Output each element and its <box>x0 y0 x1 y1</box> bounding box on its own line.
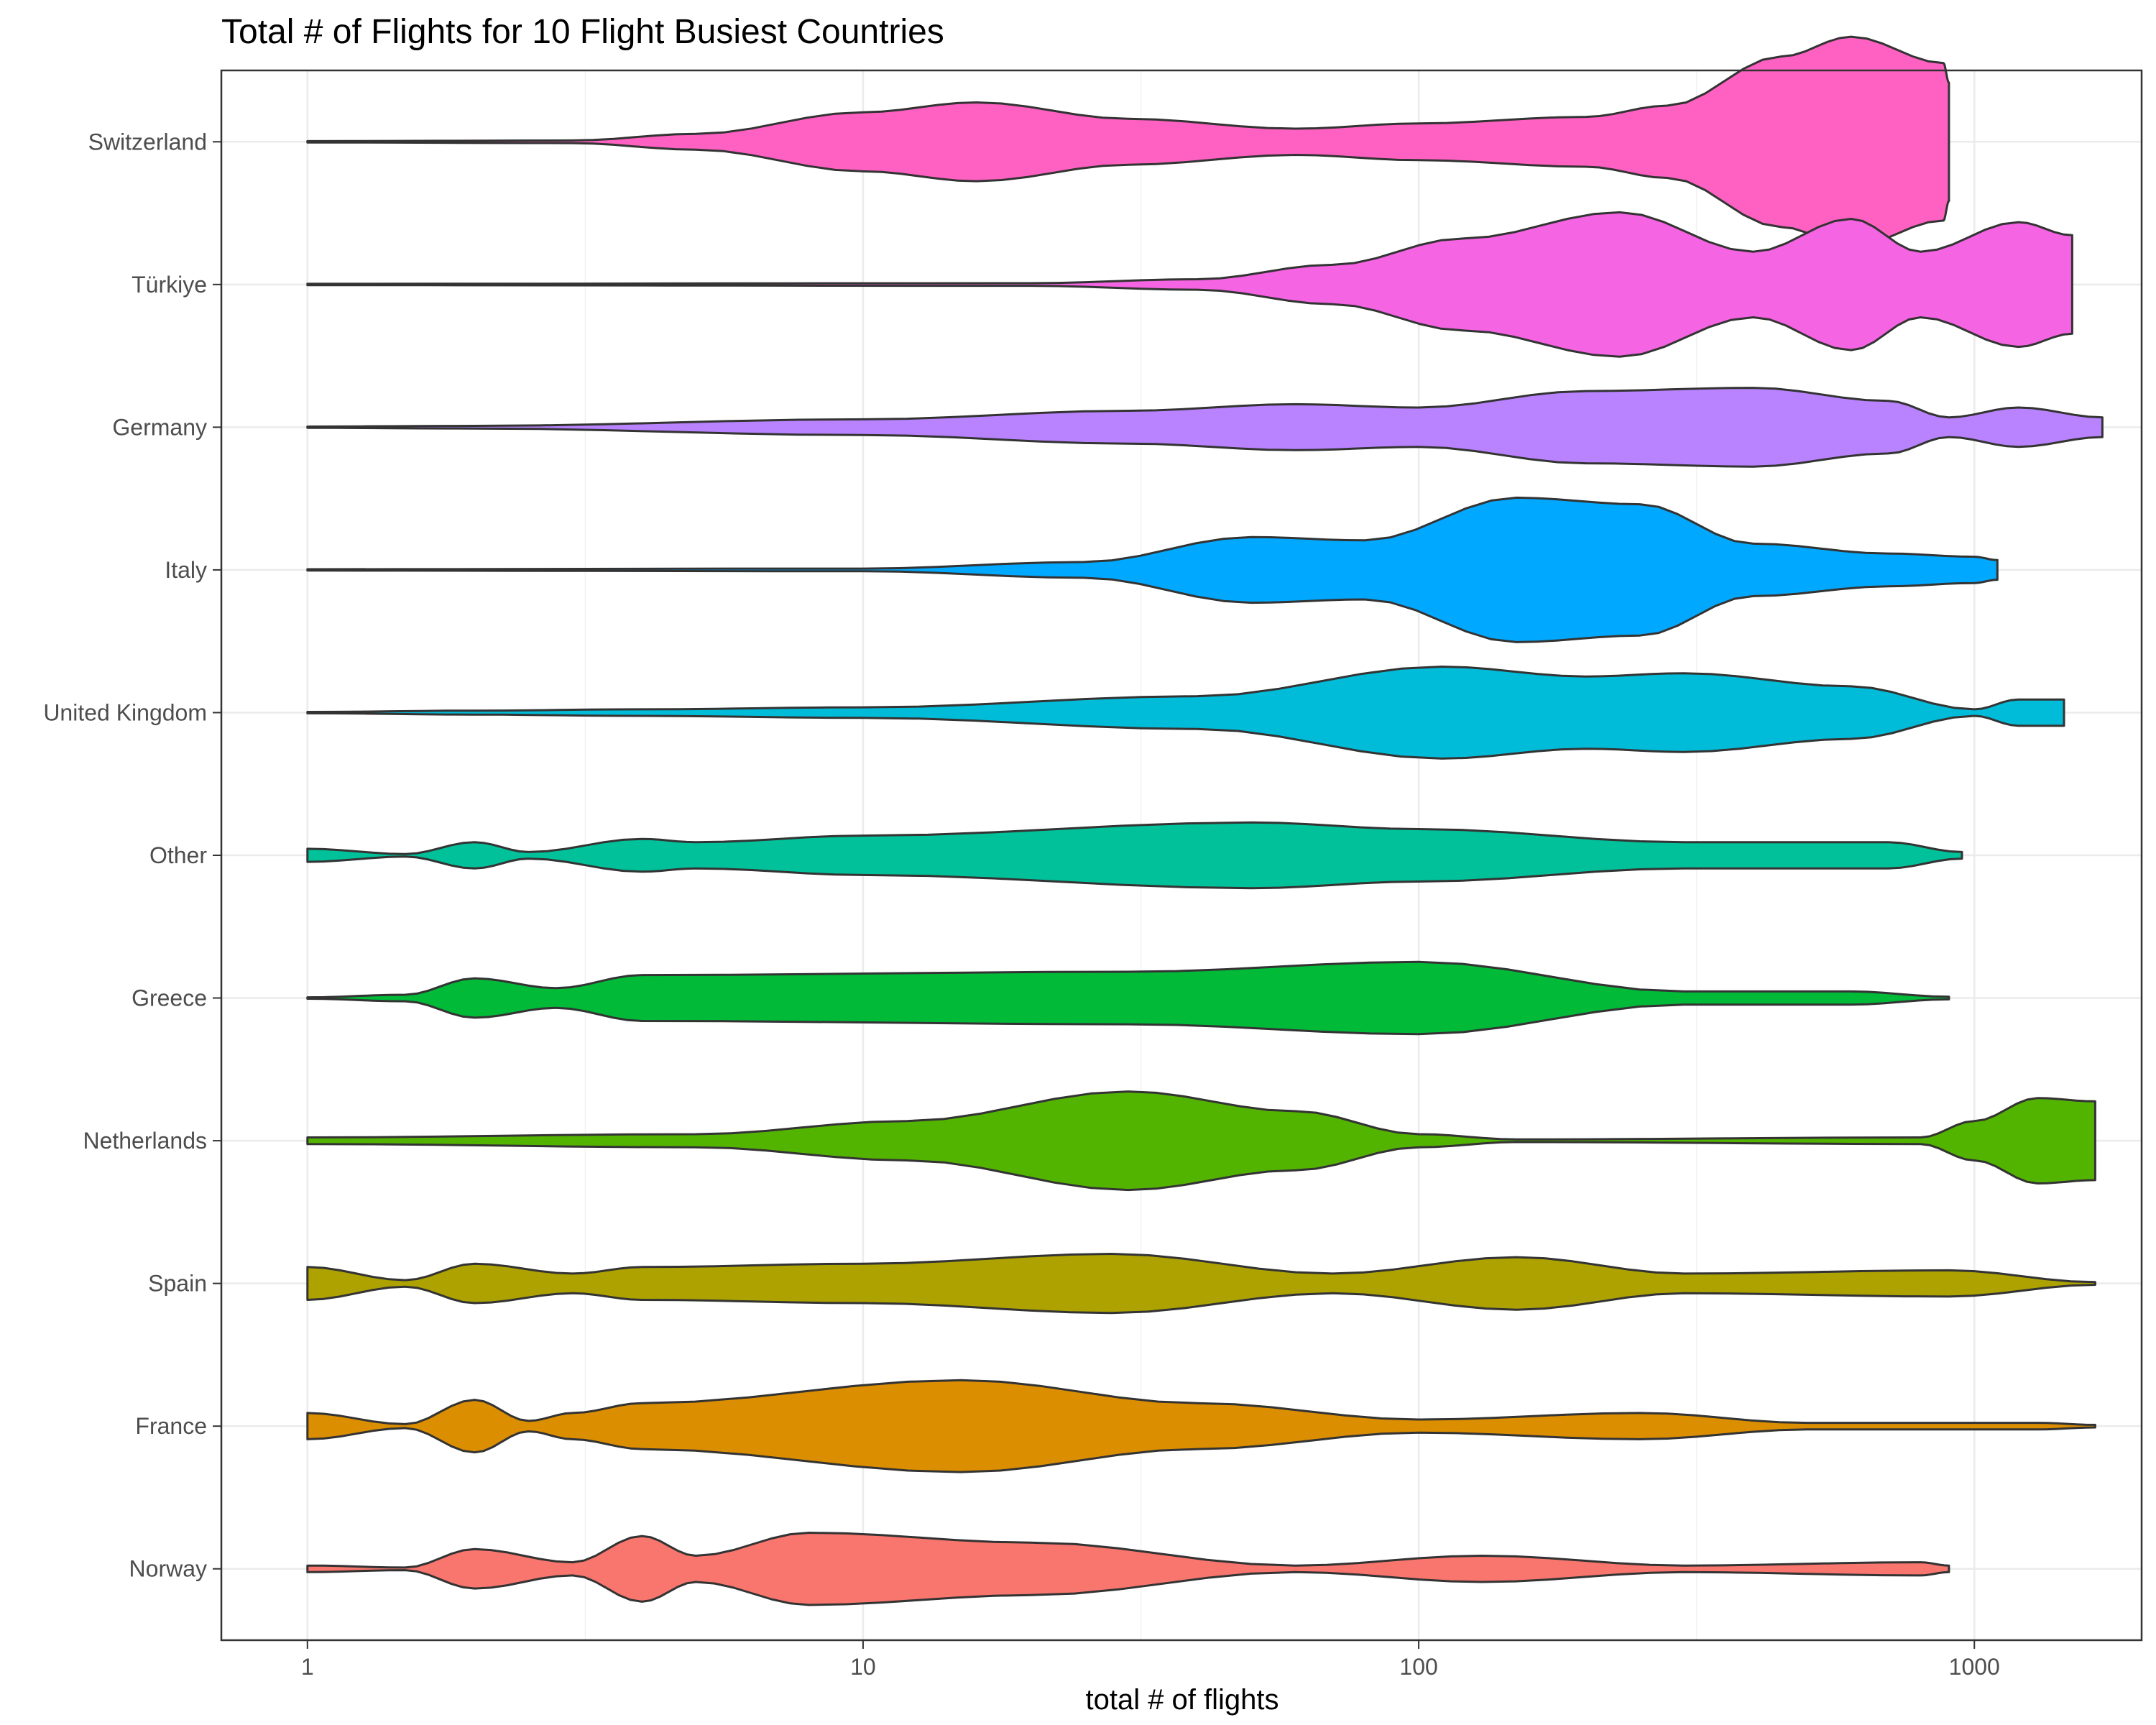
x-axis: 1 10 100 1000 <box>301 1640 2000 1680</box>
x-tick-label: 1 <box>301 1654 314 1680</box>
violin-switzerland <box>306 35 1950 248</box>
violin-netherlands <box>306 1090 2096 1192</box>
chart-title: Total # of Flights for 10 Flight Busiest… <box>221 13 944 51</box>
y-axis: Switzerland Türkiye Germany Italy United Kin… <box>43 129 221 1582</box>
y-tick-label: Türkiye <box>132 272 207 298</box>
y-tick-label: Italy <box>165 557 207 583</box>
x-tick-label: 100 <box>1399 1654 1437 1680</box>
y-tick-label: Switzerland <box>88 129 207 155</box>
y-tick-label: Other <box>149 842 207 868</box>
y-tick-label: Greece <box>132 985 207 1011</box>
violin-türkiye <box>306 211 2073 358</box>
violin-france <box>306 1379 2096 1473</box>
y-tick-label: France <box>135 1413 207 1439</box>
violins <box>306 35 2104 1606</box>
violin-greece <box>306 960 1950 1036</box>
x-tick-label: 10 <box>850 1654 876 1680</box>
x-tick-label: 1000 <box>1949 1654 2000 1680</box>
y-tick-label: Germany <box>112 414 207 440</box>
x-axis-label: total # of flights <box>1085 1684 1279 1716</box>
violin-spain <box>306 1253 2096 1315</box>
violin-norway <box>306 1532 1950 1606</box>
violin-italy <box>306 496 1999 643</box>
violin-other <box>306 821 1963 890</box>
y-tick-label: United Kingdom <box>43 699 207 725</box>
y-tick-label: Norway <box>129 1556 207 1582</box>
y-tick-label: Netherlands <box>83 1128 207 1154</box>
violin-united-kingdom <box>306 666 2065 760</box>
y-tick-label: Spain <box>148 1271 207 1297</box>
violin-germany <box>306 387 2104 468</box>
